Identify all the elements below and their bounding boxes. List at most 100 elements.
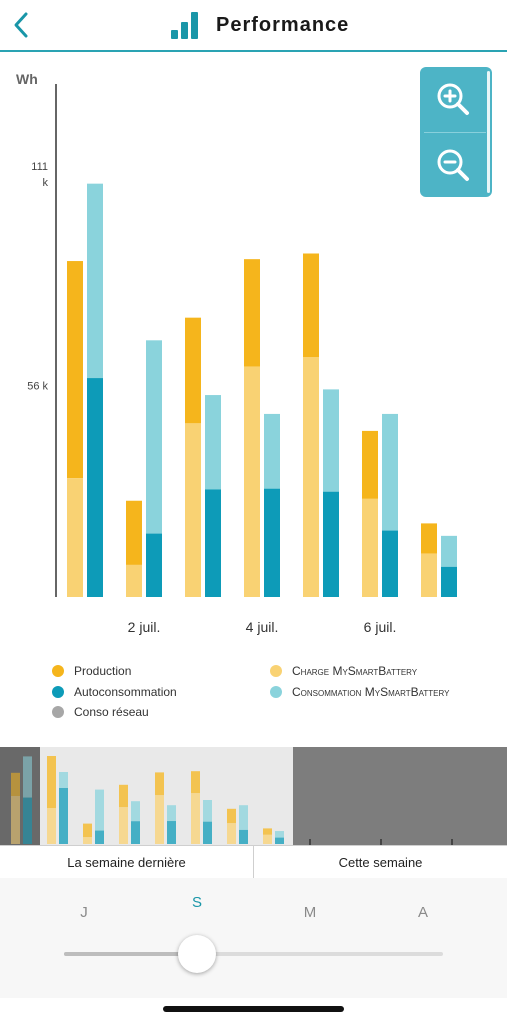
bar-autoconsommation [205,489,221,597]
bar-production [126,500,142,565]
chevron-left-icon [14,12,28,38]
nav-bar-production [11,772,20,796]
nav-bar-consommation [59,772,68,788]
nav-bar-consommation [131,801,140,822]
bar-production [244,259,260,367]
period-slider-fill [64,952,197,956]
bar-consommation [323,389,339,492]
back-button[interactable] [8,8,40,42]
nav-bar-autoconsommation [239,829,248,844]
nav-bar-charge [227,823,236,844]
nav-bar-production [227,808,236,824]
chart-legend: Production Charge MySmartBattery Autocon… [0,658,507,728]
legend-label: Charge MySmartBattery [292,664,418,678]
nav-bar-production [83,823,92,838]
performance-chart[interactable]: Wh 56 k 111 k 2 juil. 4 juil. 6 juil. [0,52,507,652]
bar-consommation [87,183,103,379]
zoom-out-button[interactable] [420,133,486,197]
period-option-day[interactable]: J [80,904,88,921]
y-tick-label-line: 111 [31,161,48,173]
nav-bar-production [155,772,164,796]
legend-dot [52,686,64,698]
nav-bar-production [263,828,272,835]
legend-dot [52,665,64,677]
bar-production [421,523,437,554]
bar-charge [185,423,201,597]
bar-consommation [146,340,162,534]
legend-label: Conso réseau [74,705,149,719]
bar-autoconsommation [382,530,398,597]
nav-bar-autoconsommation [59,788,68,844]
bar-production [67,261,83,479]
nav-bar-consommation [275,831,284,838]
nav-bar-autoconsommation [95,830,104,844]
nav-bar-autoconsommation [275,837,284,844]
bar-consommation [441,535,457,567]
bar-autoconsommation [323,491,339,597]
legend-label: Autoconsommation [74,685,177,699]
legend-label: Production [74,664,132,678]
period-option-week[interactable]: S [191,894,202,911]
bar-consommation [382,413,398,531]
y-tick-label: 56 k [27,381,48,393]
nav-bar-consommation [95,789,104,831]
bar-autoconsommation [146,533,162,597]
period-slider-thumb[interactable] [178,935,216,973]
zoom-in-button[interactable] [420,67,486,131]
period-selector: J S M A [0,878,507,998]
nav-bar-charge [155,795,164,844]
period-slider-track[interactable] [64,952,443,956]
zoom-scrollbar[interactable] [487,71,490,193]
bar-consommation [264,413,280,489]
nav-bar-production [47,756,56,808]
bar-production [362,430,378,499]
y-axis-unit: Wh [16,71,38,87]
legend-item-charge[interactable]: Charge MySmartBattery [270,664,417,678]
period-option-year[interactable]: A [417,904,428,921]
nav-bar-charge [191,793,200,844]
period-option-month[interactable]: M [303,904,317,921]
week-tabs: La semaine dernière Cette semaine [0,845,507,879]
zoom-out-icon [437,149,469,181]
legend-item-production[interactable]: Production [52,664,131,678]
nav-bar-charge [83,837,92,844]
nav-bar-charge [263,834,272,844]
legend-dot [270,665,282,677]
legend-dot [270,686,282,698]
header: Performance [0,0,507,52]
nav-bar-autoconsommation [23,797,32,844]
tab-last-week[interactable]: La semaine dernière [67,854,186,870]
legend-dot [52,706,64,718]
y-tick-label: 111 k [31,161,48,189]
nav-bar-production [191,771,200,794]
bar-production [303,253,319,358]
nav-bar-charge [47,808,56,844]
nav-bar-consommation [239,805,248,830]
nav-bar-consommation [203,800,212,822]
bar-autoconsommation [441,566,457,597]
bar-charge [362,498,378,597]
nav-bar-autoconsommation [131,821,140,844]
nav-bar-charge [11,796,20,844]
page-title: Performance [216,14,350,36]
navigator-selection [40,747,293,845]
bar-chart-icon [171,12,198,39]
zoom-panel [420,67,492,197]
x-tick-label: 6 juil. [364,619,397,635]
legend-label: Consommation MySmartBattery [292,685,450,699]
bar-consommation [205,395,221,490]
bar-charge [421,553,437,597]
legend-item-consommation[interactable]: Consommation MySmartBattery [270,685,449,699]
range-navigator[interactable] [0,747,507,845]
bar-charge [303,357,319,597]
bar-charge [126,564,142,597]
nav-bar-consommation [167,805,176,822]
x-tick-label: 2 juil. [128,619,161,635]
legend-item-autoconsommation[interactable]: Autoconsommation [52,685,177,699]
legend-item-reseau[interactable]: Conso réseau [52,705,149,719]
x-tick-label: 4 juil. [246,619,279,635]
bar-charge [67,478,83,597]
tab-this-week[interactable]: Cette semaine [253,846,507,878]
home-indicator[interactable] [163,1006,344,1012]
nav-bar-consommation [23,756,32,798]
